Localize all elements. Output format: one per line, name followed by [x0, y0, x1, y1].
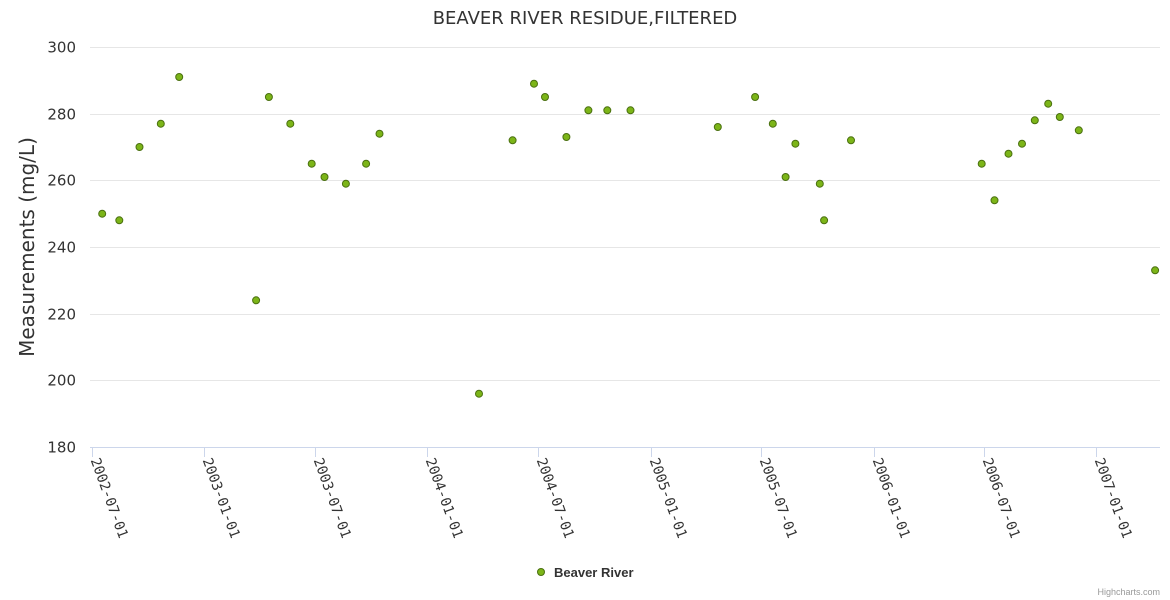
legend-marker	[537, 568, 545, 576]
y-tick-label: 220	[47, 306, 76, 324]
data-point[interactable]	[475, 389, 483, 398]
data-point[interactable]	[768, 119, 777, 128]
data-point[interactable]	[1055, 113, 1064, 121]
y-tick-label: 280	[47, 106, 76, 124]
data-point[interactable]	[1151, 266, 1160, 275]
data-point[interactable]	[1074, 126, 1083, 135]
data-point[interactable]	[286, 119, 295, 128]
credits-link[interactable]: Highcharts.com	[1097, 587, 1160, 597]
data-point[interactable]	[175, 73, 184, 81]
data-point[interactable]	[1018, 139, 1026, 148]
data-point[interactable]	[562, 133, 571, 141]
data-point[interactable]	[781, 173, 790, 181]
data-point[interactable]	[341, 179, 350, 188]
data-point[interactable]	[307, 159, 316, 168]
data-point[interactable]	[362, 159, 371, 168]
y-tick-label: 260	[47, 172, 76, 190]
data-point[interactable]	[584, 106, 593, 115]
y-tick-label: 180	[47, 439, 76, 457]
data-point[interactable]	[751, 93, 760, 101]
legend[interactable]: Beaver River	[537, 565, 634, 580]
y-tick-label: 300	[47, 39, 76, 57]
data-point[interactable]	[530, 79, 538, 88]
data-point[interactable]	[820, 216, 829, 225]
y-tick-label: 240	[47, 239, 76, 257]
data-point[interactable]	[713, 123, 722, 131]
data-point[interactable]	[135, 143, 144, 151]
data-point[interactable]	[98, 209, 107, 218]
data-point[interactable]	[603, 106, 612, 115]
data-point[interactable]	[1030, 116, 1039, 125]
data-point[interactable]	[115, 216, 124, 225]
data-point[interactable]	[508, 136, 517, 145]
y-axis-labels: 180 200 220 240 260 280 300	[47, 39, 76, 457]
data-point[interactable]	[990, 196, 999, 205]
grid-layer	[90, 47, 1160, 381]
data-point[interactable]	[541, 93, 549, 101]
data-point[interactable]	[320, 173, 329, 181]
data-point[interactable]	[626, 106, 635, 115]
data-point[interactable]	[1004, 149, 1013, 158]
data-point[interactable]	[847, 136, 855, 145]
y-tick-label: 200	[47, 372, 76, 390]
data-point[interactable]	[1044, 99, 1053, 108]
data-point[interactable]	[815, 179, 824, 188]
data-point[interactable]	[375, 129, 384, 138]
y-axis-title: Measurements (mg/L)	[15, 137, 39, 357]
chart-title: BEAVER RIVER RESIDUE,FILTERED	[433, 8, 738, 29]
data-point[interactable]	[156, 119, 165, 128]
data-point[interactable]	[264, 93, 273, 101]
data-point[interactable]	[252, 296, 261, 305]
data-point[interactable]	[791, 139, 800, 148]
legend-item-beaver-river[interactable]: Beaver River	[554, 565, 634, 580]
data-point[interactable]	[977, 159, 986, 168]
series-beaver-river[interactable]	[98, 73, 1160, 398]
